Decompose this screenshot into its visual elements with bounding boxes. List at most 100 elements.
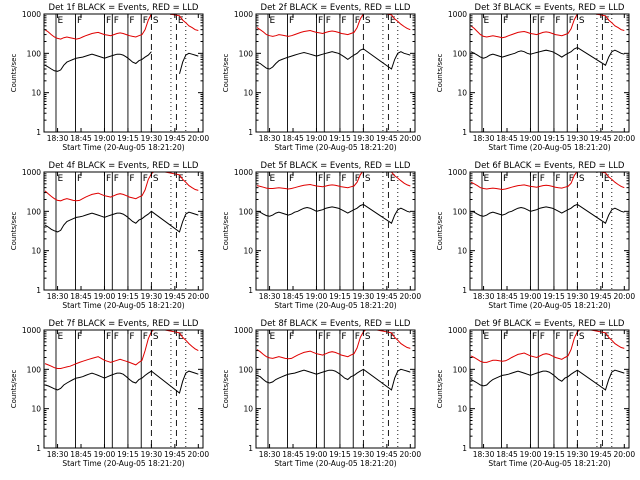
event-flag-label: F [355,174,360,184]
x-tick-label: 20:00 [187,450,209,459]
event-flag-label: F [532,16,537,26]
x-tick-label: 18:45 [496,292,518,301]
x-tick-label: 18:45 [496,134,518,143]
x-tick-label: 19:00 [94,450,116,459]
plot-frame [469,171,630,291]
event-flag-label: F [318,174,323,184]
event-flag-label: F [77,16,82,26]
y-axis-label: Counts/sec [222,370,230,409]
y-tick-label: 100 [239,207,254,216]
event-flag-label: F [555,16,560,26]
x-axis-label: Start Time (20-Aug-05 18:21:20) [62,459,184,468]
event-flag-label: F [503,332,508,342]
event-flag-label: F [326,174,331,184]
event-flag-label: E [269,174,275,184]
event-flag-label: F [106,332,111,342]
x-tick-label: 19:15 [117,292,139,301]
x-tick-label: 19:45 [376,450,398,459]
event-flag-label: F [532,332,537,342]
series-line-events [470,369,625,391]
y-tick-label: 100 [453,365,468,374]
event-flag-label: F [532,174,537,184]
event-flag-label: F [143,332,148,342]
event-flag-label: F [318,16,323,26]
series-line-events [44,51,199,75]
x-axis-label: Start Time (20-Aug-05 18:21:20) [488,301,610,310]
x-tick-label: 19:00 [520,134,542,143]
x-tick-label: 19:15 [117,450,139,459]
y-tick-label: 1 [248,128,253,137]
y-tick-label: 1 [36,128,41,137]
event-flag-label: F [341,16,346,26]
event-flag-label: F [355,332,360,342]
event-flag-label: E [178,332,184,342]
y-tick-label: 1000 [448,168,467,177]
y-tick-label: 1000 [448,326,467,335]
x-tick-label: 19:00 [94,134,116,143]
x-tick-label: 18:45 [70,134,92,143]
x-tick-label: 18:30 [259,450,281,459]
event-flag-label: F [569,16,574,26]
y-axis-label: Counts/sec [436,370,444,409]
x-tick-label: 19:15 [117,134,139,143]
x-tick-label: 20:00 [399,134,421,143]
x-tick-label: 19:45 [590,450,612,459]
x-tick-label: 20:00 [613,292,635,301]
event-flag-label: F [326,332,331,342]
y-tick-label: 10 [457,405,467,414]
x-axis-label: Start Time (20-Aug-05 18:21:20) [62,301,184,310]
panel-title: Det 1f BLACK = Events, RED = LLD [49,3,199,13]
y-tick-label: 10 [31,405,41,414]
event-flag-label: E [269,16,275,26]
event-flag-label: E [390,174,396,184]
event-flag-label: F [289,16,294,26]
panel-title: Det 5f BLACK = Events, RED = LLD [261,161,411,171]
x-axis-label: Start Time (20-Aug-05 18:21:20) [62,143,184,152]
y-axis-label: Counts/sec [10,212,18,251]
event-flag-label: E [57,174,63,184]
series-line-lld [44,330,199,369]
x-tick-label: 18:45 [70,450,92,459]
x-tick-label: 18:30 [473,292,495,301]
event-flag-label: S [365,174,371,184]
plot-frame [469,13,630,133]
x-tick-label: 18:45 [282,292,304,301]
plot-frame [43,171,204,291]
x-axis-label: Start Time (20-Aug-05 18:21:20) [488,143,610,152]
event-flag-label: F [503,174,508,184]
x-tick-label: 19:00 [520,292,542,301]
event-flag-label: S [579,332,585,342]
event-flag-label: F [114,16,119,26]
y-axis-label: Counts/sec [436,212,444,251]
series-line-events [44,210,199,233]
event-flag-label: F [114,332,119,342]
x-tick-label: 20:00 [613,450,635,459]
event-flag-label: F [77,174,82,184]
y-tick-label: 1000 [234,168,253,177]
y-tick-label: 1000 [448,10,467,19]
panel-title: Det 6f BLACK = Events, RED = LLD [475,161,625,171]
y-tick-label: 1 [248,444,253,453]
event-flag-label: S [365,16,371,26]
x-tick-label: 19:45 [590,134,612,143]
x-tick-label: 19:00 [94,292,116,301]
x-tick-label: 19:45 [164,292,186,301]
y-tick-label: 1 [462,444,467,453]
plot-frame [43,329,204,449]
series-line-lld [44,14,199,40]
y-tick-label: 100 [27,365,42,374]
panel-title: Det 2f BLACK = Events, RED = LLD [261,3,411,13]
y-tick-label: 10 [31,89,41,98]
y-axis-label: Counts/sec [222,212,230,251]
x-tick-label: 18:30 [259,292,281,301]
event-flag-label: F [341,332,346,342]
y-tick-label: 1 [36,444,41,453]
x-axis-label: Start Time (20-Aug-05 18:21:20) [274,143,396,152]
x-tick-label: 19:30 [141,134,163,143]
